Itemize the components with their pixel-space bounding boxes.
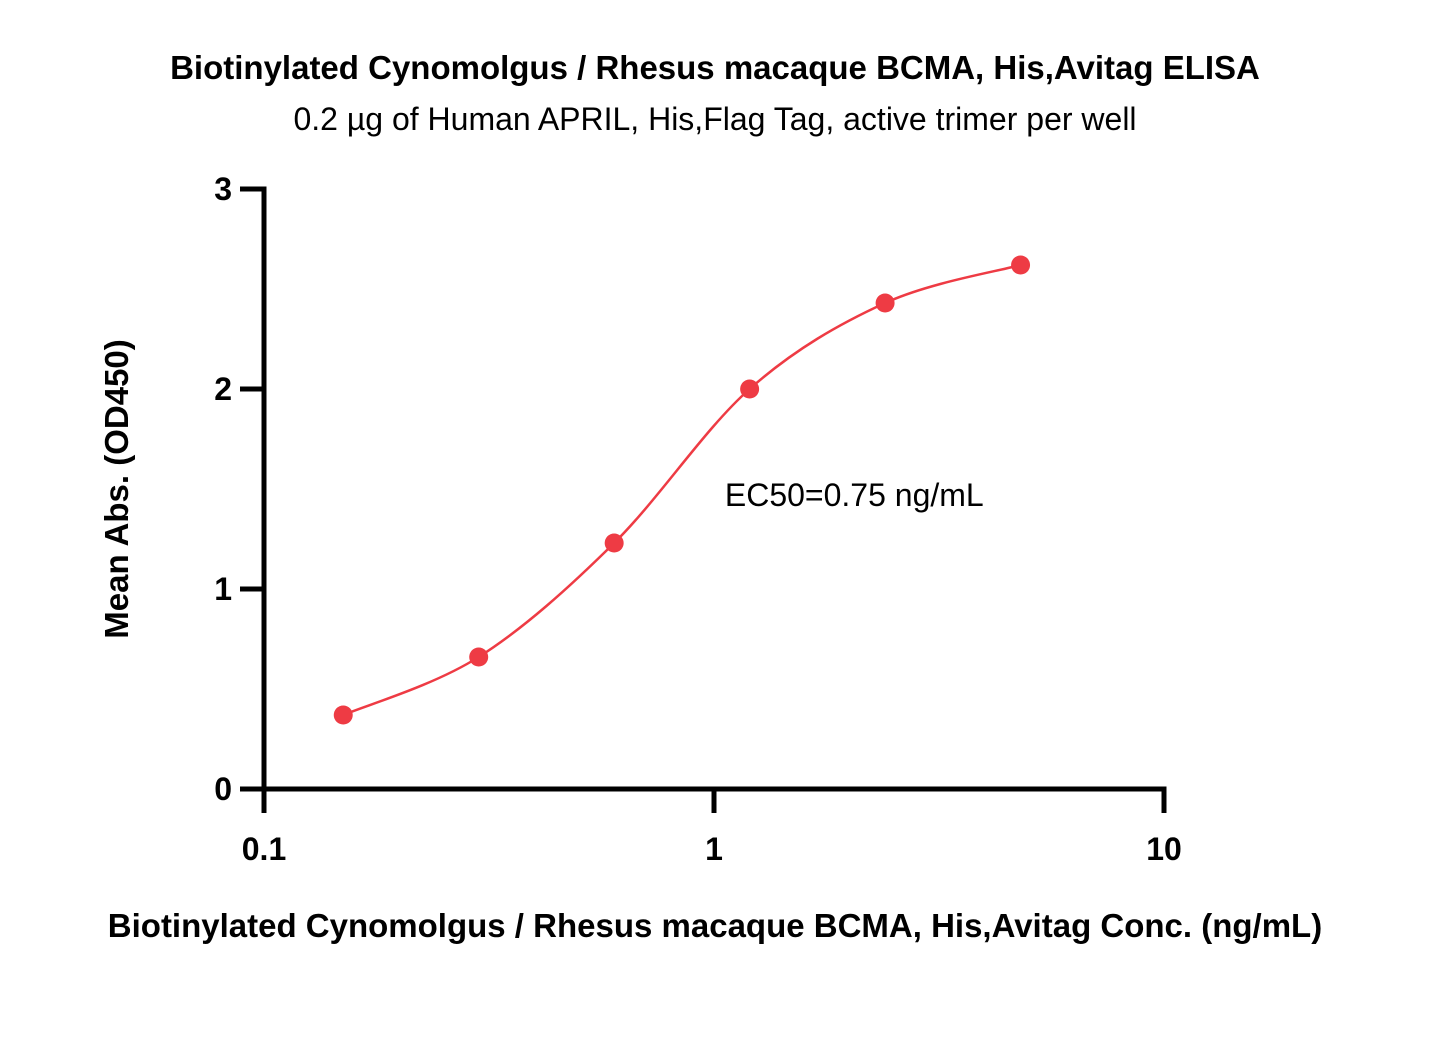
chart-subtitle: 0.2 µg of Human APRIL, His,Flag Tag, act… [293,101,1136,137]
y-tick-label: 3 [214,171,232,207]
data-point [875,293,895,313]
data-point [333,705,353,725]
x-tick-label: 1 [705,831,723,867]
ec50-annotation: EC50=0.75 ng/mL [725,477,984,513]
data-point [740,379,760,399]
data-point [1011,255,1031,275]
y-tick-label: 2 [214,371,232,407]
data-point [604,533,624,553]
y-tick-label: 1 [214,571,232,607]
y-axis-label: Mean Abs. (OD450) [98,339,135,639]
data-point [469,647,489,667]
y-tick-label: 0 [214,771,232,807]
x-axis-label: Biotinylated Cynomolgus / Rhesus macaque… [108,907,1322,944]
plot-area: 0 1 2 3 0.1 1 10 EC50=0.75 ng/mL [214,171,1182,867]
x-tick-label: 10 [1146,831,1182,867]
chart-title: Biotinylated Cynomolgus / Rhesus macaque… [170,49,1260,86]
x-tick-label: 0.1 [242,831,286,867]
